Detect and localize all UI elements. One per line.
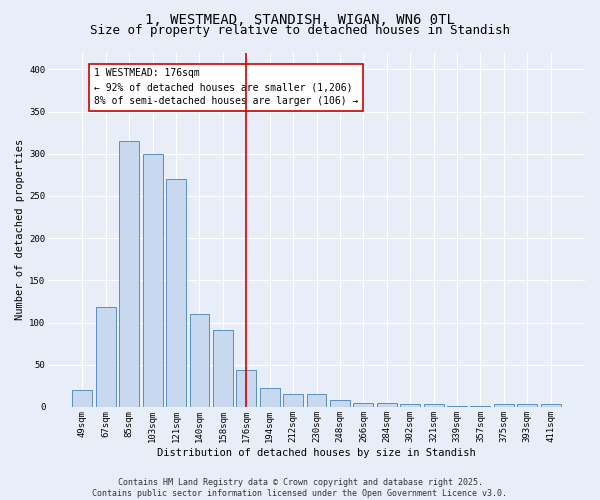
- Bar: [400, 404, 420, 407]
- Bar: [377, 402, 397, 407]
- X-axis label: Distribution of detached houses by size in Standish: Distribution of detached houses by size …: [157, 448, 476, 458]
- Text: 1 WESTMEAD: 176sqm
← 92% of detached houses are smaller (1,206)
8% of semi-detac: 1 WESTMEAD: 176sqm ← 92% of detached hou…: [94, 68, 358, 106]
- Text: 1, WESTMEAD, STANDISH, WIGAN, WN6 0TL: 1, WESTMEAD, STANDISH, WIGAN, WN6 0TL: [145, 12, 455, 26]
- Bar: [307, 394, 326, 407]
- Bar: [166, 179, 186, 407]
- Bar: [541, 404, 560, 407]
- Bar: [213, 330, 233, 407]
- Bar: [424, 404, 443, 407]
- Text: Contains HM Land Registry data © Crown copyright and database right 2025.
Contai: Contains HM Land Registry data © Crown c…: [92, 478, 508, 498]
- Bar: [353, 402, 373, 407]
- Bar: [470, 406, 490, 407]
- Bar: [494, 404, 514, 407]
- Bar: [73, 390, 92, 407]
- Bar: [330, 400, 350, 407]
- Bar: [190, 314, 209, 407]
- Bar: [96, 308, 116, 407]
- Bar: [283, 394, 303, 407]
- Bar: [119, 141, 139, 407]
- Bar: [517, 404, 537, 407]
- Text: Size of property relative to detached houses in Standish: Size of property relative to detached ho…: [90, 24, 510, 37]
- Bar: [260, 388, 280, 407]
- Y-axis label: Number of detached properties: Number of detached properties: [15, 139, 25, 320]
- Bar: [143, 154, 163, 407]
- Bar: [447, 406, 467, 407]
- Bar: [236, 370, 256, 407]
